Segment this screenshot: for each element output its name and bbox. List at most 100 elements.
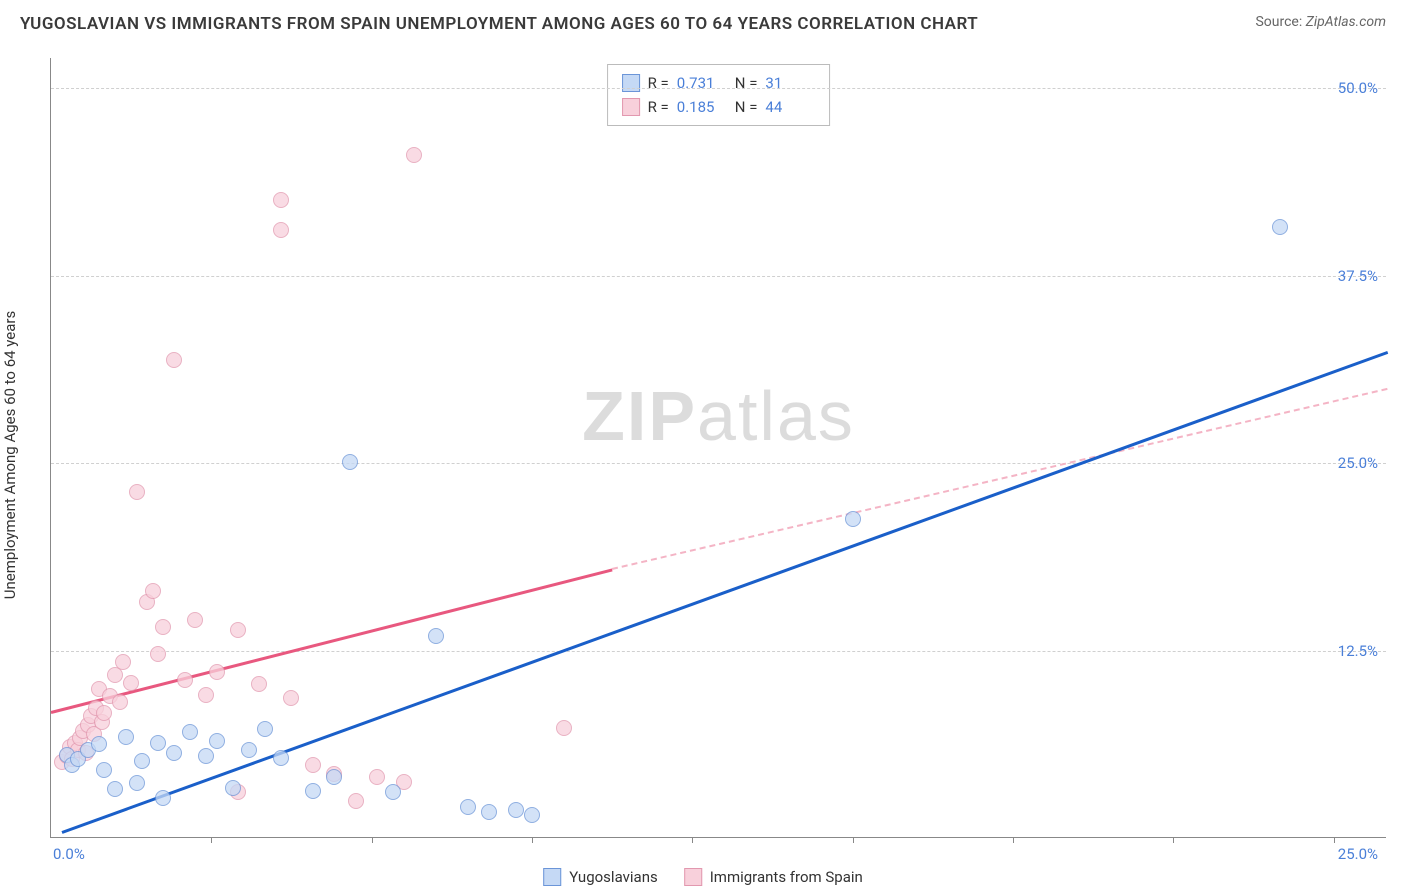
data-point <box>177 672 193 688</box>
data-point <box>145 583 161 599</box>
n-label: N = <box>735 71 758 95</box>
data-point <box>273 192 289 208</box>
data-point <box>305 757 321 773</box>
source-label: Source: <box>1255 14 1302 30</box>
ytick-label: 50.0% <box>1338 79 1378 97</box>
trendline <box>61 351 1387 834</box>
n-value-pink: 44 <box>765 95 815 119</box>
data-point <box>155 619 171 635</box>
n-label: N = <box>735 95 758 119</box>
xtick <box>211 837 212 843</box>
data-point <box>107 667 123 683</box>
watermark-right: atlas <box>697 377 855 455</box>
data-point <box>209 733 225 749</box>
data-point <box>209 664 225 680</box>
correlation-legend: R = 0.731 N = 31 R = 0.185 N = 44 <box>607 64 831 126</box>
data-point <box>406 147 422 163</box>
data-point <box>524 807 540 823</box>
xtick <box>532 837 533 843</box>
gridline <box>51 463 1386 464</box>
swatch-blue-icon <box>543 868 561 886</box>
data-point <box>150 646 166 662</box>
ytick-label: 12.5% <box>1338 642 1378 660</box>
data-point <box>155 790 171 806</box>
trendline <box>612 388 1387 570</box>
swatch-pink-icon <box>622 98 640 116</box>
watermark: ZIPatlas <box>582 376 855 456</box>
data-point <box>129 775 145 791</box>
legend-item-blue: Yugoslavians <box>543 868 658 886</box>
y-axis-label: Unemployment Among Ages 60 to 64 years <box>1 311 19 599</box>
data-point <box>241 742 257 758</box>
data-point <box>115 654 131 670</box>
series-legend: Yugoslavians Immigrants from Spain <box>543 868 863 886</box>
chart-header: YUGOSLAVIAN VS IMMIGRANTS FROM SPAIN UNE… <box>0 0 1406 42</box>
legend-label-blue: Yugoslavians <box>569 868 658 886</box>
corr-row-pink: R = 0.185 N = 44 <box>622 95 816 119</box>
data-point <box>225 780 241 796</box>
xtick <box>1013 837 1014 843</box>
data-point <box>91 736 107 752</box>
data-point <box>134 753 150 769</box>
ytick-label: 37.5% <box>1338 267 1378 285</box>
data-point <box>107 781 123 797</box>
ytick-label: 25.0% <box>1338 454 1378 472</box>
source-attribution: Source: ZipAtlas.com <box>1255 14 1386 30</box>
trendline <box>51 568 613 713</box>
source-name: ZipAtlas.com <box>1306 14 1386 30</box>
data-point <box>481 804 497 820</box>
data-point <box>508 802 524 818</box>
data-point <box>166 352 182 368</box>
data-point <box>96 705 112 721</box>
swatch-blue-icon <box>622 74 640 92</box>
x-end-label: 25.0% <box>1338 845 1378 863</box>
data-point <box>556 720 572 736</box>
xtick <box>1173 837 1174 843</box>
r-value-pink: 0.185 <box>677 95 727 119</box>
data-point <box>230 622 246 638</box>
data-point <box>187 612 203 628</box>
n-value-blue: 31 <box>765 71 815 95</box>
data-point <box>1272 219 1288 235</box>
data-point <box>182 724 198 740</box>
xtick <box>692 837 693 843</box>
r-value-blue: 0.731 <box>677 71 727 95</box>
legend-label-pink: Immigrants from Spain <box>710 868 863 886</box>
data-point <box>273 222 289 238</box>
data-point <box>369 769 385 785</box>
data-point <box>198 748 214 764</box>
data-point <box>305 783 321 799</box>
data-point <box>283 690 299 706</box>
xtick <box>1334 837 1335 843</box>
gridline <box>51 276 1386 277</box>
data-point <box>428 628 444 644</box>
r-label: R = <box>648 95 669 119</box>
scatter-chart: ZIPatlas R = 0.731 N = 31 R = 0.185 N = … <box>50 58 1386 838</box>
data-point <box>342 454 358 470</box>
data-point <box>348 793 364 809</box>
data-point <box>385 784 401 800</box>
data-point <box>123 675 139 691</box>
data-point <box>198 687 214 703</box>
data-point <box>257 721 273 737</box>
x-origin-label: 0.0% <box>53 845 85 863</box>
data-point <box>118 729 134 745</box>
data-point <box>166 745 182 761</box>
data-point <box>251 676 267 692</box>
gridline <box>51 88 1386 89</box>
data-point <box>112 694 128 710</box>
swatch-pink-icon <box>684 868 702 886</box>
data-point <box>273 750 289 766</box>
chart-title: YUGOSLAVIAN VS IMMIGRANTS FROM SPAIN UNE… <box>20 14 978 34</box>
legend-item-pink: Immigrants from Spain <box>684 868 863 886</box>
xtick <box>853 837 854 843</box>
xtick <box>372 837 373 843</box>
data-point <box>326 769 342 785</box>
gridline <box>51 651 1386 652</box>
corr-row-blue: R = 0.731 N = 31 <box>622 71 816 95</box>
data-point <box>96 762 112 778</box>
data-point <box>845 511 861 527</box>
watermark-left: ZIP <box>582 377 697 455</box>
data-point <box>150 735 166 751</box>
data-point <box>129 484 145 500</box>
